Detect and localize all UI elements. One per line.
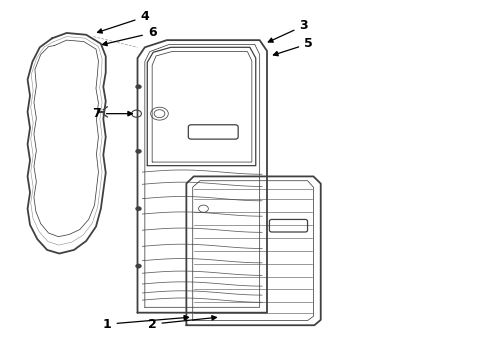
Circle shape [136,85,142,89]
Text: 3: 3 [269,19,308,42]
Circle shape [136,264,142,268]
Circle shape [136,207,142,211]
Text: 4: 4 [98,10,149,33]
Text: 2: 2 [148,316,217,331]
Text: 1: 1 [103,315,189,331]
Text: 6: 6 [102,27,156,46]
Circle shape [136,149,142,153]
Text: 5: 5 [273,37,313,56]
Text: 7: 7 [92,107,132,120]
